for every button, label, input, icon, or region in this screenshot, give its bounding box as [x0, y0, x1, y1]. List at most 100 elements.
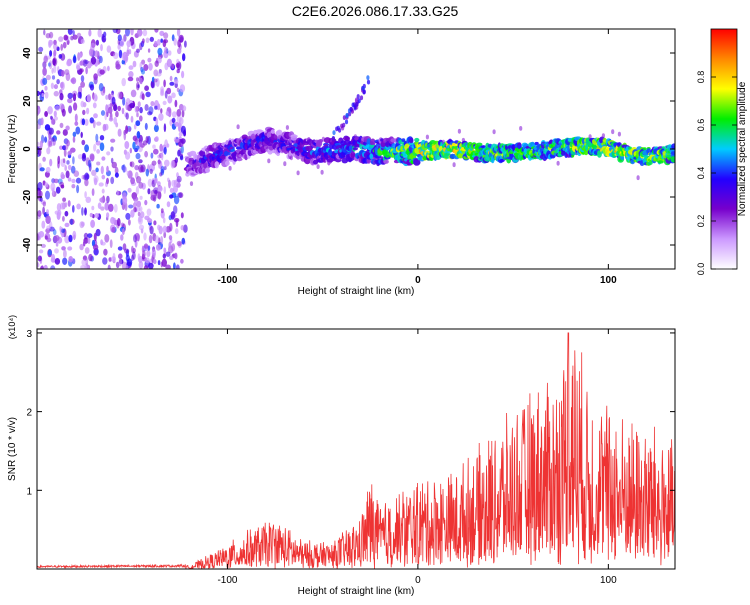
heatmap-noise-blob — [100, 110, 106, 116]
heatmap-noise-blob — [74, 113, 78, 123]
heatmap-noise-blob — [144, 199, 148, 206]
heatmap-noise-blob — [175, 62, 180, 68]
heatmap-noise-blob — [110, 176, 115, 185]
heatmap-noise-blob — [144, 104, 149, 111]
heatmap-noise-blob — [142, 250, 146, 258]
heatmap-noise-blob — [59, 122, 64, 129]
heatmap-noise-blob — [54, 105, 61, 111]
heatmap-noise-blob — [56, 130, 61, 135]
heatmap-noise-blob — [122, 228, 125, 235]
heatmap-noise-blob — [132, 60, 137, 68]
heatmap-noise-blob — [42, 67, 47, 76]
heatmap-noise-blob — [160, 236, 164, 245]
heatmap-streak-blob — [342, 122, 346, 128]
heatmap-noise-blob — [61, 228, 66, 234]
heatmap-noise-blob — [139, 141, 143, 148]
heatmap-noise-blob — [72, 205, 75, 213]
heatmap-streak-blob — [332, 130, 336, 136]
heatmap-noise-blob — [72, 156, 75, 165]
heatmap-noise-blob — [110, 157, 114, 164]
heatmap-noise-blob — [111, 96, 116, 105]
heatmap-noise-blob — [154, 60, 159, 67]
heatmap-noise-blob — [85, 196, 92, 203]
heatmap-streak-blob — [349, 106, 353, 112]
heatmap-noise-blob — [101, 188, 105, 194]
heatmap-noise-blob — [150, 80, 156, 89]
heatmap-noise-blob — [121, 52, 127, 61]
heatmap-noise-blob — [130, 161, 135, 168]
bottom-y-multiplier: (x10⁴) — [7, 315, 17, 339]
heatmap-noise-blob — [64, 69, 70, 76]
heatmap-noise-blob — [46, 147, 51, 155]
heatmap-noise-blob — [44, 111, 48, 117]
heatmap-noise-blob — [70, 218, 73, 225]
heatmap-noise-blob — [68, 150, 72, 155]
heatmap-noise-blob — [93, 232, 97, 242]
heatmap-noise-blob — [154, 105, 159, 110]
heatmap-ridge-blob — [452, 162, 456, 168]
heatmap-noise-blob — [171, 243, 176, 252]
heatmap-noise-blob — [80, 75, 85, 83]
heatmap-noise-blob — [143, 64, 149, 71]
heatmap-noise-blob — [131, 254, 134, 261]
heatmap-noise-blob — [142, 38, 145, 44]
heatmap-noise-blob — [138, 182, 144, 189]
heatmap-noise-blob — [53, 116, 59, 121]
heatmap-noise-blob — [111, 226, 116, 233]
heatmap-noise-blob — [157, 56, 162, 64]
heatmap-noise-blob — [44, 235, 48, 240]
heatmap-noise-blob — [160, 165, 165, 174]
heatmap-streak-blob — [344, 119, 349, 125]
bottom-x-tick-label: 100 — [600, 575, 617, 586]
heatmap-noise-blob — [104, 202, 109, 211]
heatmap-noise-blob — [37, 255, 42, 262]
heatmap-noise-blob — [113, 116, 117, 125]
colorbar-tick-label: 0.4 — [696, 167, 706, 180]
heatmap-noise-blob — [179, 36, 184, 43]
heatmap-noise-blob — [136, 48, 140, 53]
heatmap-noise-blob — [49, 158, 53, 167]
heatmap-noise-blob — [144, 122, 148, 131]
heatmap-noise-blob — [40, 117, 44, 126]
heatmap-noise-blob — [148, 262, 154, 269]
colorbar: 0.0 0.2 0.4 0.6 0.8 Normalized spectral ampl… — [696, 28, 748, 275]
heatmap-noise-blob — [79, 243, 84, 251]
heatmap-noise-blob — [111, 161, 118, 169]
heatmap-noise-blob — [133, 124, 137, 130]
heatmap-noise-blob — [154, 40, 158, 47]
heatmap-noise-blob — [99, 142, 105, 151]
heatmap-noise-blob — [76, 184, 80, 194]
heatmap-noise-blob — [84, 178, 89, 187]
heatmap-noise-blob — [163, 247, 167, 253]
heatmap-noise-blob — [151, 160, 157, 166]
heatmap-noise-blob — [92, 102, 97, 109]
heatmap-noise-blob — [100, 165, 104, 175]
heatmap-noise-blob — [159, 143, 163, 152]
heatmap-noise-blob — [153, 187, 159, 194]
heatmap-noise-blob — [130, 89, 137, 98]
heatmap-noise-blob — [137, 211, 141, 217]
heatmap-noise-blob — [173, 195, 180, 205]
heatmap-noise-blob — [59, 103, 65, 110]
heatmap-ridge-blob — [370, 138, 376, 147]
heatmap-noise-blob — [96, 121, 102, 126]
heatmap-noise-blob — [39, 167, 45, 172]
bottom-x-axis-label: Height of straight line (km) — [298, 586, 415, 597]
heatmap-noise-blob — [135, 152, 141, 160]
heatmap-noise-blob — [47, 249, 52, 256]
heatmap-ridge-blob — [492, 129, 496, 135]
heatmap-noise-blob — [107, 264, 111, 269]
bottom-x-tick-label: -100 — [217, 575, 237, 586]
heatmap-ridge-blob — [320, 169, 324, 175]
heatmap-noise-blob — [181, 237, 186, 245]
heatmap-noise-blob — [136, 112, 139, 118]
heatmap-noise-blob — [53, 178, 59, 184]
heatmap-noise-blob — [93, 143, 97, 152]
heatmap-noise-blob — [166, 87, 172, 95]
heatmap-noise-blob — [174, 138, 180, 143]
heatmap-noise-blob — [143, 265, 149, 269]
colorbar-tick-label: 0.2 — [696, 215, 706, 228]
heatmap-noise-blob — [114, 172, 119, 178]
heatmap-noise-blob — [157, 190, 162, 200]
heatmap-noise-blob — [76, 203, 81, 210]
